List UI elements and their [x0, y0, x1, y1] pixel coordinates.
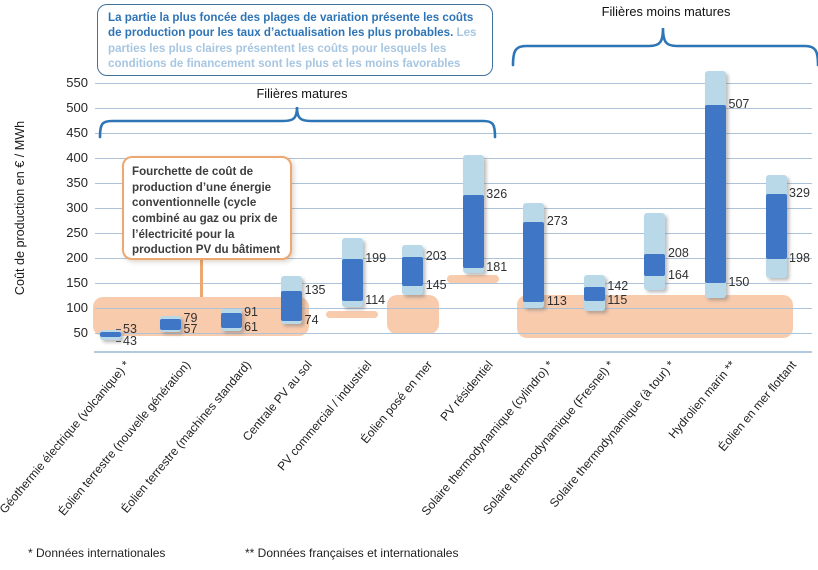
range-bar-probable-range: [160, 318, 182, 330]
value-label-high: 329: [789, 185, 810, 200]
value-label-low: 114: [365, 293, 386, 307]
y-tick-label: 400: [66, 150, 88, 165]
value-label-low: 181: [486, 259, 508, 274]
gridline: [95, 158, 812, 159]
range-bar-probable-range: [583, 287, 605, 301]
range-bar-probable-range: [705, 104, 726, 283]
category-label: Éolien terrestre (nouvelle génération): [55, 358, 194, 519]
gridline: [95, 333, 812, 334]
value-label-low: 115: [607, 292, 628, 307]
value-label-low: 61: [244, 319, 258, 334]
y-tick-label: 350: [66, 175, 88, 190]
value-label-high: 203: [425, 248, 447, 263]
y-tick-label: 100: [66, 300, 88, 315]
range-bar-financing-range: [644, 213, 666, 290]
category-label: PV résidentiel: [437, 358, 497, 424]
range-bar-probable-range: [341, 258, 363, 301]
range-bar-probable-range: [765, 193, 787, 259]
range-bar-financing-range: [583, 275, 605, 311]
category-label: Solaire thermodynamique (Fresnel) *: [480, 358, 618, 518]
value-label-high: 91: [244, 304, 258, 319]
value-label-high: 199: [365, 250, 387, 265]
leader-dash: [116, 340, 121, 343]
range-bar-financing-range: [705, 70, 726, 298]
group-label-matures: Filières matures: [256, 86, 348, 101]
value-label-low: 57: [183, 321, 198, 336]
value-label-high: 53: [123, 321, 137, 336]
gridline: [95, 83, 812, 84]
gridline: [95, 283, 812, 284]
y-tick-label: 50: [73, 325, 88, 340]
footnote-french-international: ** Données françaises et internationales: [245, 546, 459, 560]
range-bar-probable-range: [644, 254, 666, 276]
range-bar-probable-range: [99, 331, 121, 337]
range-bar-probable-range: [402, 256, 424, 286]
reference-band: [326, 311, 379, 318]
value-label-high: 142: [607, 279, 629, 293]
range-bar-financing-range: [523, 203, 545, 308]
value-label-high: 208: [667, 246, 689, 260]
y-tick-label: 300: [66, 200, 88, 215]
range-bar-probable-range: [523, 221, 545, 302]
gridline: [95, 208, 812, 209]
range-bar-financing-range: [341, 238, 363, 307]
value-label-low: 43: [123, 333, 137, 348]
gridline: [95, 308, 812, 309]
gridline: [95, 233, 812, 234]
range-bar-probable-range: [281, 290, 303, 321]
category-label: Hydrolien marin **: [665, 358, 739, 442]
reference-band: [386, 295, 439, 334]
value-label-high: 135: [304, 282, 326, 297]
y-tick-label: 250: [66, 225, 88, 240]
annotation-box: La partie la plus foncée des plages de v…: [97, 4, 493, 76]
category-label: Solaire thermodynamique (à tour) *: [546, 358, 678, 511]
y-tick-label: 450: [66, 125, 88, 140]
value-label-low: 164: [667, 268, 689, 282]
x-axis-line: [94, 351, 812, 353]
range-bar-probable-range: [462, 195, 484, 268]
value-label-low: 145: [425, 277, 447, 292]
callout-text: Fourchette de coût de production d’une é…: [132, 165, 281, 257]
footnote-international: * Données internationales: [28, 546, 166, 560]
range-bar-financing-range: [765, 175, 787, 278]
gridline: [95, 258, 812, 259]
range-bar-financing-range: [220, 308, 242, 331]
annotation-text-dark: La partie la plus foncée des plages de v…: [108, 11, 474, 40]
range-bar-financing-range: [99, 329, 121, 340]
callout-tail: [200, 259, 203, 297]
value-label-low: 198: [789, 251, 810, 265]
value-label-high: 507: [728, 96, 750, 111]
annotation-text-light: Les parties les plus claires présentent …: [108, 26, 477, 70]
range-bar-financing-range: [462, 155, 484, 273]
value-label-high: 273: [546, 213, 568, 228]
range-bar-financing-range: [281, 275, 303, 324]
range-bar-financing-range: [402, 245, 424, 295]
leader-dash: [116, 328, 121, 331]
y-tick-label: 150: [66, 275, 88, 290]
category-label: Éolien terrestre (machines standard): [118, 358, 254, 516]
value-label-high: 326: [486, 187, 508, 201]
range-bar-financing-range: [160, 316, 182, 332]
y-tick-label: 200: [66, 250, 88, 265]
group-label-moins-matures: Filières moins matures: [601, 4, 731, 19]
conventional-cost-callout: Fourchette de coût de production d’une é…: [122, 156, 292, 260]
y-tick-label: 550: [66, 75, 88, 90]
value-label-low: 150: [728, 275, 750, 289]
value-label-low: 74: [304, 313, 319, 327]
reference-band: [516, 295, 794, 338]
reference-band: [447, 275, 500, 283]
reference-band: [93, 297, 309, 336]
y-tick-label: 500: [66, 100, 88, 115]
value-label-low: 113: [546, 293, 567, 308]
gridline: [95, 183, 812, 184]
category-label: Solaire thermodynamique (cylindro) *: [418, 358, 557, 519]
value-label-high: 79: [183, 310, 198, 325]
range-bar-probable-range: [220, 312, 242, 328]
category-label: Géothermie électrique (volcanique) *: [0, 358, 133, 517]
